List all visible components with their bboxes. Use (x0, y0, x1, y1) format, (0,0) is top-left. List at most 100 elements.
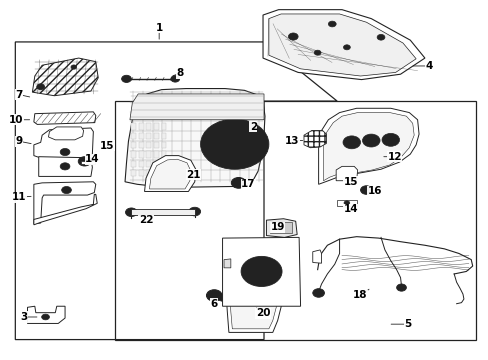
Bar (81, 161, 95, 164)
Circle shape (60, 163, 70, 170)
Text: 11: 11 (12, 192, 26, 202)
Circle shape (360, 186, 371, 194)
Bar (154, 151, 159, 158)
Polygon shape (39, 157, 92, 176)
Bar (154, 133, 159, 139)
Circle shape (210, 126, 259, 162)
Circle shape (234, 180, 242, 186)
Circle shape (37, 84, 44, 90)
Polygon shape (34, 112, 96, 125)
Bar (115, 101, 475, 339)
Text: 19: 19 (270, 222, 285, 232)
Bar (131, 170, 136, 176)
Circle shape (81, 159, 88, 164)
Circle shape (222, 135, 246, 153)
Bar (139, 123, 143, 130)
Text: 8: 8 (176, 68, 183, 78)
Text: 5: 5 (404, 319, 410, 329)
Circle shape (122, 75, 131, 82)
Circle shape (256, 268, 266, 275)
Bar (146, 133, 151, 139)
Polygon shape (224, 259, 230, 268)
Bar (139, 142, 143, 148)
Circle shape (78, 157, 91, 166)
Polygon shape (222, 237, 300, 306)
Text: 15: 15 (343, 177, 357, 187)
Polygon shape (312, 250, 321, 263)
Circle shape (343, 45, 349, 50)
Circle shape (396, 284, 406, 291)
Polygon shape (34, 194, 97, 225)
Circle shape (200, 119, 268, 169)
Text: 22: 22 (139, 215, 153, 225)
Circle shape (245, 290, 260, 301)
Text: 4: 4 (424, 61, 431, 71)
Polygon shape (225, 259, 283, 332)
Polygon shape (323, 113, 413, 181)
Bar (131, 123, 136, 130)
Text: 21: 21 (185, 170, 200, 180)
Bar (146, 161, 151, 167)
Bar (146, 151, 151, 158)
Polygon shape (335, 166, 357, 181)
Polygon shape (130, 94, 264, 120)
Text: 9: 9 (16, 136, 23, 146)
Circle shape (376, 35, 384, 40)
Text: 15: 15 (100, 141, 114, 151)
Circle shape (314, 50, 321, 55)
Text: 2: 2 (249, 122, 256, 132)
Bar (154, 161, 159, 167)
Text: 12: 12 (386, 152, 401, 162)
Bar (336, 201, 356, 206)
Circle shape (247, 261, 275, 282)
Polygon shape (27, 306, 65, 323)
Bar (161, 161, 166, 167)
Circle shape (363, 188, 368, 192)
Circle shape (343, 201, 349, 205)
Polygon shape (34, 182, 96, 224)
Circle shape (170, 76, 179, 82)
Bar (139, 161, 143, 167)
Bar (154, 123, 159, 130)
Bar (146, 123, 151, 130)
Text: 3: 3 (20, 312, 28, 322)
Bar (131, 133, 136, 139)
Bar (139, 170, 143, 176)
Circle shape (241, 256, 282, 287)
Circle shape (125, 208, 137, 217)
Text: 7: 7 (16, 90, 23, 100)
Bar (131, 161, 136, 167)
Bar (154, 142, 159, 148)
Polygon shape (48, 127, 83, 140)
Bar (131, 210, 194, 215)
Text: 18: 18 (352, 291, 367, 301)
Polygon shape (229, 262, 278, 329)
Circle shape (381, 134, 399, 146)
Circle shape (288, 33, 298, 40)
Bar (161, 123, 166, 130)
Polygon shape (34, 128, 93, 158)
Text: 1: 1 (155, 23, 163, 33)
Bar (161, 170, 166, 176)
Polygon shape (32, 58, 98, 96)
Circle shape (362, 134, 379, 147)
Bar (131, 142, 136, 148)
Bar (131, 151, 136, 158)
Circle shape (71, 65, 77, 69)
Text: 14: 14 (343, 204, 357, 215)
Polygon shape (144, 156, 195, 192)
Circle shape (188, 207, 200, 216)
Polygon shape (266, 219, 297, 237)
Circle shape (60, 148, 70, 156)
Circle shape (61, 186, 71, 194)
Polygon shape (149, 159, 190, 189)
Bar (161, 151, 166, 158)
Bar (161, 142, 166, 148)
Polygon shape (268, 14, 415, 76)
Circle shape (231, 177, 245, 188)
Circle shape (210, 293, 218, 298)
Text: 6: 6 (210, 299, 218, 309)
Circle shape (342, 136, 360, 149)
Bar (146, 142, 151, 148)
Circle shape (312, 289, 324, 297)
